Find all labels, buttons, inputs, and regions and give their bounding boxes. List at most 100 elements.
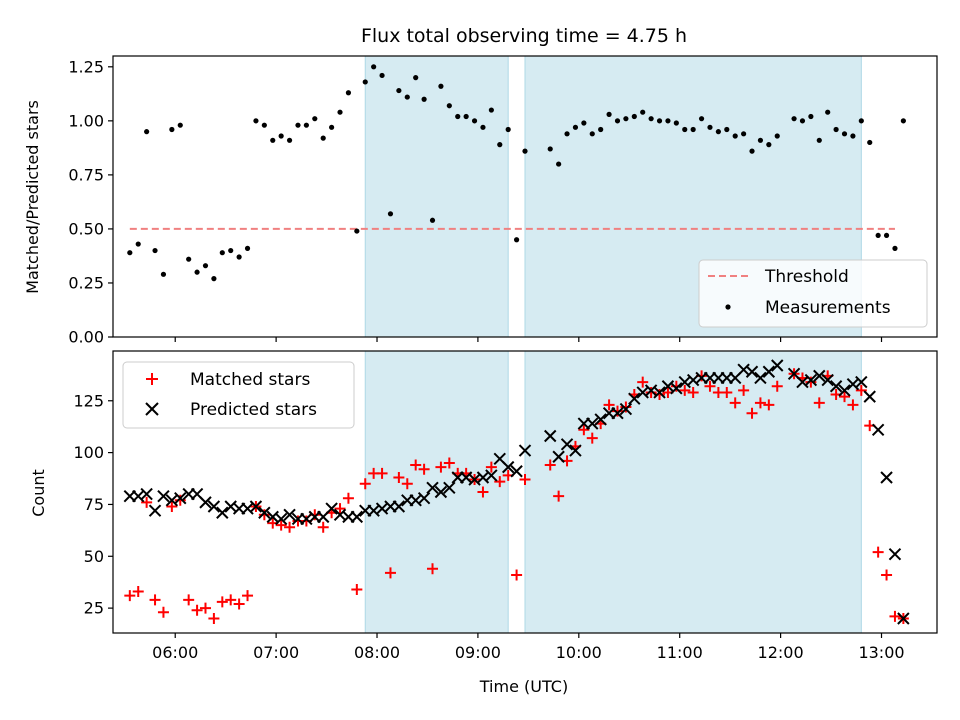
- matched-star-point: [443, 457, 455, 469]
- measurement-point: [724, 126, 730, 133]
- measurement-point: [791, 116, 797, 122]
- measurement-point: [421, 96, 427, 102]
- measurement-point: [640, 109, 646, 115]
- matched-star-point: [384, 567, 396, 579]
- measurement-point: [211, 276, 217, 282]
- measurement-point: [766, 142, 772, 148]
- measurement-point: [329, 124, 335, 130]
- measurement-point: [186, 256, 192, 262]
- matched-star-point: [284, 521, 296, 533]
- matched-star-point: [553, 490, 565, 502]
- threshold-legend-label: Threshold: [764, 267, 849, 287]
- predicted-star-point: [628, 392, 641, 405]
- predicted-star-point: [897, 612, 910, 625]
- measurement-legend-label: Measurements: [765, 298, 891, 318]
- measurement-point: [236, 254, 242, 260]
- measurement-point: [202, 263, 209, 269]
- predicted-star-point: [880, 471, 893, 484]
- bottom-panel: 25 50 75 100 125 06:00 07:00 08:00 09:00 10:00 11:…: [29, 350, 938, 696]
- matched-star-point: [544, 459, 556, 471]
- matched-star-point: [275, 519, 287, 531]
- predicted-star-point: [619, 402, 633, 416]
- predicted-star-point: [586, 417, 599, 430]
- matched-star-point: [855, 384, 867, 396]
- bottom-axes: 25 50 75 100 125 06:00 07:00 08:00 09:00 10:00 11:…: [73, 350, 938, 662]
- predicted-star-point: [426, 481, 439, 495]
- predicted-star-point: [594, 413, 607, 426]
- matched-star-point: [435, 461, 447, 473]
- matched-star-point: [721, 386, 733, 398]
- plot-frame: [112, 350, 938, 634]
- matched-star-point: [494, 476, 506, 488]
- measurement-point: [144, 129, 150, 135]
- predicted-star-point: [216, 506, 229, 519]
- predicted-star-point: [501, 460, 515, 474]
- measurement-points: [127, 64, 906, 282]
- bottom-legend-box: [122, 361, 355, 429]
- matched-star-point: [805, 376, 817, 388]
- measurement-point: [564, 131, 570, 137]
- matched-star-point: [637, 376, 649, 388]
- measurement-point: [169, 126, 175, 133]
- measurement-point: [522, 148, 528, 154]
- predicted-star-point: [552, 450, 565, 463]
- measurement-point: [682, 126, 688, 133]
- measurement-legend-swatch: [725, 304, 731, 310]
- measurement-point: [892, 245, 898, 251]
- matched-star-point: [872, 546, 884, 558]
- measurement-point: [320, 135, 326, 141]
- measurement-point: [345, 90, 352, 96]
- y-tick-label: 0.75: [68, 165, 104, 184]
- predicted-star-point: [392, 500, 406, 513]
- matched-star-point: [393, 471, 405, 483]
- measurement-point: [413, 75, 419, 81]
- matched-star-point: [166, 501, 178, 513]
- predicted-star-point: [745, 365, 759, 378]
- top-shaded-spans: [364, 55, 862, 338]
- measurement-point: [690, 126, 696, 133]
- measurement-point: [152, 247, 158, 254]
- predicted-star-point: [871, 423, 885, 437]
- measurement-point: [295, 122, 301, 128]
- matched-star-point: [847, 399, 859, 411]
- measurement-point: [623, 116, 629, 122]
- measurement-point: [438, 83, 444, 89]
- x-tick-label: 07:00: [253, 643, 299, 662]
- predicted-star-point: [821, 373, 834, 387]
- measurement-point: [303, 122, 309, 128]
- matched-star-point: [334, 503, 346, 515]
- matched-star-point: [208, 612, 220, 624]
- predicted-star-point: [417, 492, 431, 505]
- matched-star-point: [149, 594, 161, 606]
- measurement-point: [177, 122, 183, 128]
- matched-star-point: [427, 563, 439, 575]
- matched-star-point: [763, 399, 775, 411]
- measurement-point: [900, 118, 906, 124]
- predicted-star-point: [804, 373, 818, 387]
- measurement-point: [135, 241, 141, 247]
- matched-star-point: [839, 391, 851, 403]
- measurement-point: [707, 124, 713, 130]
- matched-star-point: [124, 590, 136, 602]
- predicted-star-point: [611, 406, 624, 420]
- x-tick-label: 09:00: [455, 643, 501, 662]
- predicted-star-point: [518, 444, 532, 457]
- measurement-point: [757, 137, 764, 143]
- measurement-point: [354, 228, 360, 234]
- matched-star-point: [485, 461, 497, 473]
- matched-star-point: [233, 598, 245, 610]
- predicted-star-point: [762, 365, 776, 378]
- predicted-star-point: [888, 547, 902, 561]
- matched-star-point: [729, 397, 741, 409]
- matched-star-point: [511, 569, 523, 581]
- y-tick-label: 50: [84, 547, 104, 566]
- matched-star-point: [704, 380, 716, 392]
- predicted-star-point: [771, 359, 784, 372]
- predicted-star-points: [123, 359, 910, 625]
- measurement-point: [749, 148, 755, 154]
- predicted-star-point: [174, 492, 187, 505]
- predicted-star-point: [754, 371, 767, 385]
- matched-star-point: [342, 492, 354, 504]
- measurement-point: [850, 133, 856, 139]
- measurement-point: [463, 113, 469, 120]
